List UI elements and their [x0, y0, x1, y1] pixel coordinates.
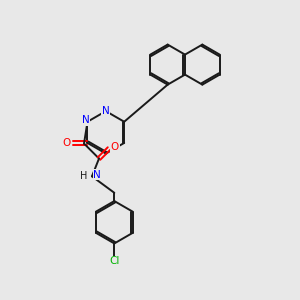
Text: Cl: Cl — [109, 256, 119, 266]
Text: N: N — [93, 170, 101, 180]
Text: N: N — [102, 106, 110, 116]
Text: H: H — [80, 171, 87, 181]
Text: N: N — [82, 115, 90, 125]
Text: O: O — [62, 138, 70, 148]
Text: O: O — [111, 142, 119, 152]
